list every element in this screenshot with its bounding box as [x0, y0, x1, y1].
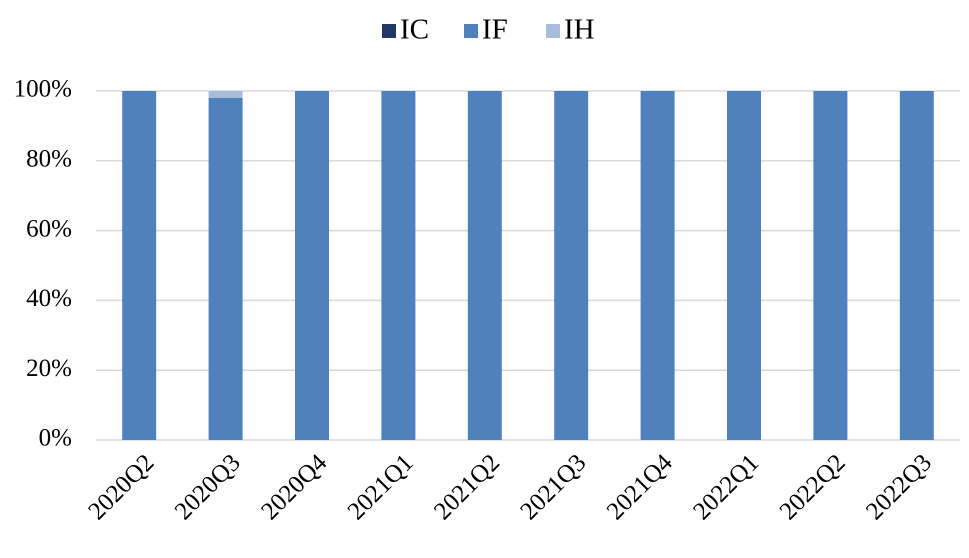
- x-tick-label: 2021Q2: [429, 449, 505, 525]
- legend-swatch: [464, 24, 478, 38]
- y-tick-label: 40%: [26, 285, 72, 312]
- x-tick-label: 2022Q2: [775, 449, 851, 525]
- bar-segment: [208, 91, 243, 98]
- legend-swatch: [382, 24, 396, 38]
- legend-label: IC: [400, 14, 429, 46]
- bar-segment: [208, 97, 243, 440]
- x-tick-label: 2021Q3: [515, 449, 591, 525]
- bar-segment: [899, 91, 934, 440]
- bar-segment: [467, 91, 502, 440]
- x-tick-label: 2021Q1: [343, 449, 419, 525]
- x-tick-label: 2022Q3: [861, 449, 937, 525]
- y-tick-label: 80%: [26, 146, 72, 173]
- x-tick-label: 2022Q1: [688, 449, 764, 525]
- bar-segment: [727, 91, 761, 440]
- bar-segment: [381, 91, 416, 440]
- legend-swatch: [546, 24, 560, 38]
- bar-segment: [554, 91, 589, 440]
- x-tick-label: 2020Q2: [83, 449, 159, 525]
- y-tick-label: 20%: [26, 355, 72, 382]
- x-tick-label: 2021Q4: [602, 449, 678, 525]
- bar-segment: [295, 91, 329, 440]
- legend-label: IF: [482, 14, 508, 46]
- bar-segment: [813, 91, 848, 440]
- x-tick-label: 2020Q3: [170, 449, 246, 525]
- x-tick-label: 2020Q4: [256, 449, 332, 525]
- y-tick-label: 100%: [14, 76, 72, 103]
- legend-label: IH: [564, 14, 595, 46]
- bar-segment: [122, 91, 157, 440]
- y-tick-label: 0%: [39, 425, 72, 452]
- y-tick-label: 60%: [26, 215, 72, 242]
- bar-segment: [640, 91, 675, 440]
